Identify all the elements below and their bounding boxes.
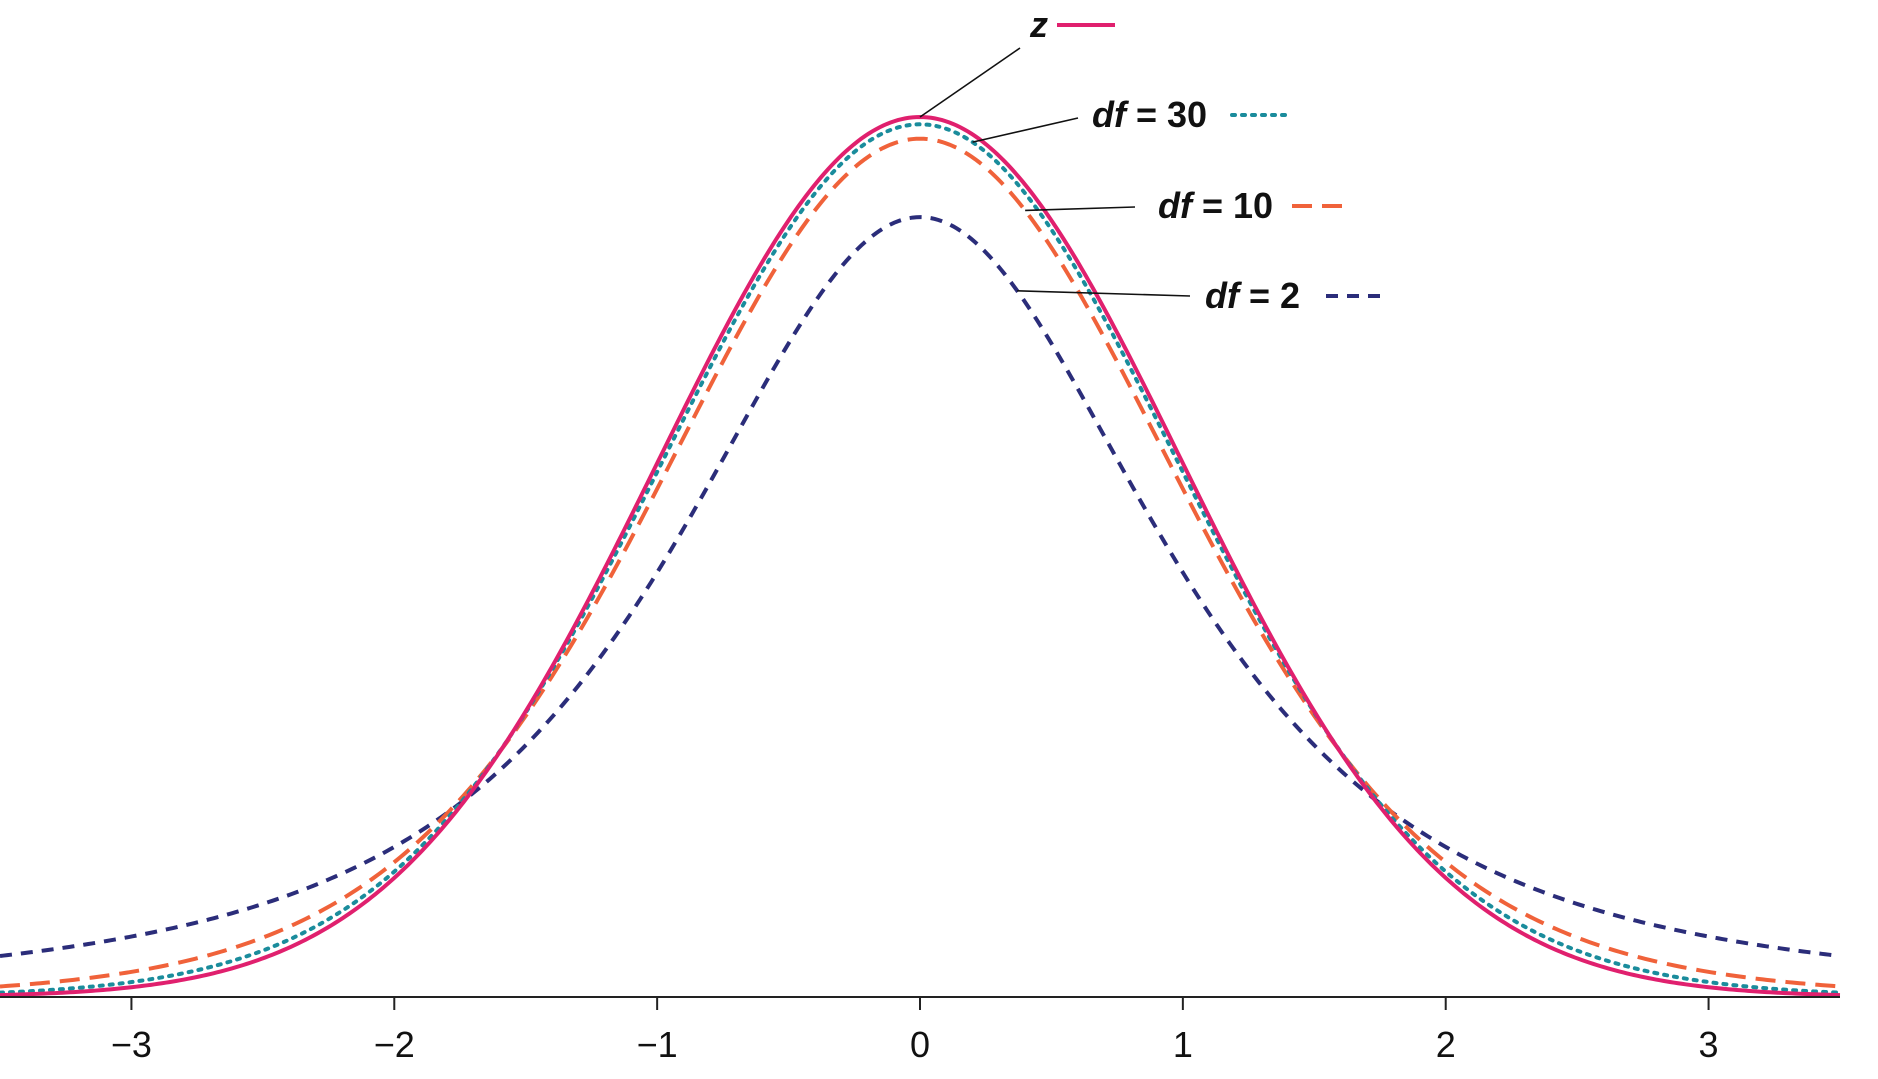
legend-label-df30: df = 30: [1092, 94, 1207, 135]
x-tick-label: −3: [111, 1024, 152, 1065]
legend-label-df10: df = 10: [1158, 185, 1273, 226]
x-tick-label: 1: [1173, 1024, 1193, 1065]
legend: z df = 30 df = 10 df = 2: [919, 4, 1384, 316]
x-tick-label: −1: [637, 1024, 678, 1065]
x-tick-label: 2: [1436, 1024, 1456, 1065]
legend-label-df2: df = 2: [1205, 275, 1300, 316]
legend-leader-line: [1025, 206, 1136, 212]
curves-group: [0, 114, 1842, 998]
x-tick-label: 0: [910, 1024, 930, 1065]
legend-leader-line: [1017, 290, 1191, 297]
x-tick-label: −2: [374, 1024, 415, 1065]
legend-leader-line: [919, 47, 1021, 118]
series-line-df-2: [0, 215, 1841, 958]
series-line-df-10: [0, 136, 1841, 989]
x-tick-label: 3: [1699, 1024, 1719, 1065]
series-line-z: [0, 114, 1841, 998]
series-line-df-30: [0, 122, 1842, 995]
legend-label-z: z: [1029, 4, 1048, 45]
x-axis-ticks: −3 −2 −1 0 1 2 3: [111, 997, 1719, 1065]
legend-leader-line: [972, 117, 1079, 143]
